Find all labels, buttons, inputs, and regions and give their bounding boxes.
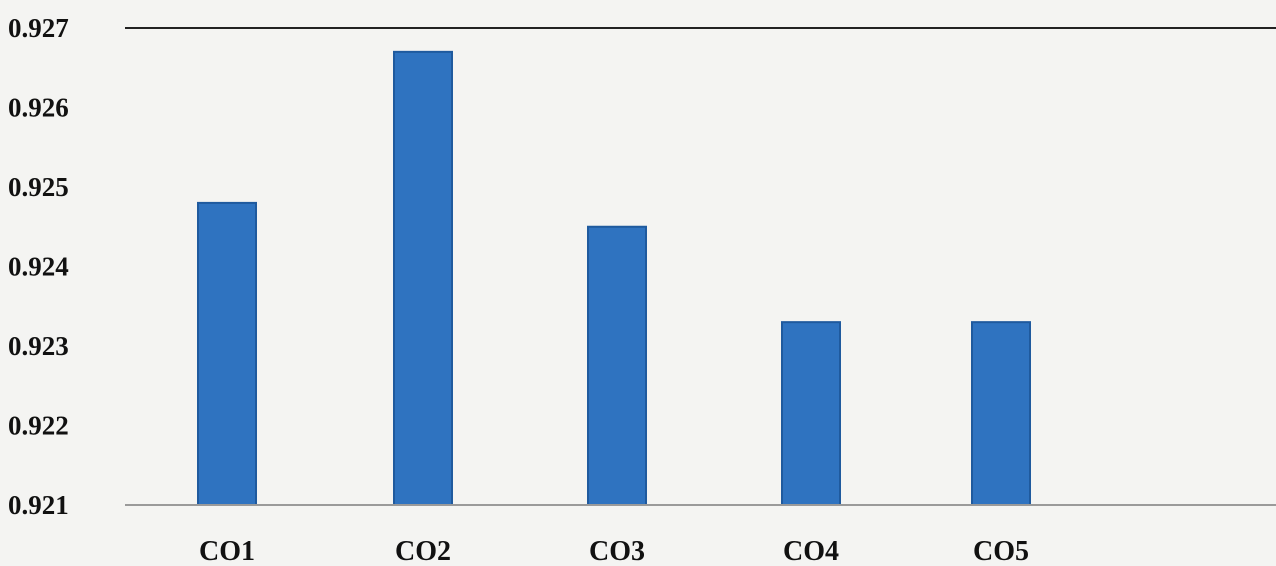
y-tick-label: 0.927 (8, 13, 69, 43)
bar-co4 (781, 321, 841, 506)
bar-co3 (587, 225, 647, 506)
x-category-label: CO3 (589, 536, 645, 566)
y-tick-label: 0.921 (8, 490, 69, 520)
y-tick-label: 0.923 (8, 331, 69, 361)
bar-series (197, 50, 1031, 506)
x-category-label: CO5 (973, 536, 1029, 566)
y-tick-label: 0.924 (8, 252, 69, 282)
y-tick-label: 0.922 (8, 411, 69, 441)
x-category-label: CO2 (395, 536, 451, 566)
bar-co5 (971, 321, 1031, 506)
bar-co2 (393, 50, 453, 506)
x-category-label: CO4 (783, 536, 839, 566)
y-tick-label: 0.925 (8, 172, 69, 202)
bar-co1 (197, 201, 257, 506)
y-tick-label: 0.926 (8, 93, 69, 123)
x-category-label: CO1 (199, 536, 255, 566)
x-axis-category-labels: CO1 CO2 CO3 CO4 CO5 (199, 536, 1029, 566)
y-axis-tick-labels: 0.921 0.922 0.923 0.924 0.925 0.926 0.927 (8, 13, 69, 520)
